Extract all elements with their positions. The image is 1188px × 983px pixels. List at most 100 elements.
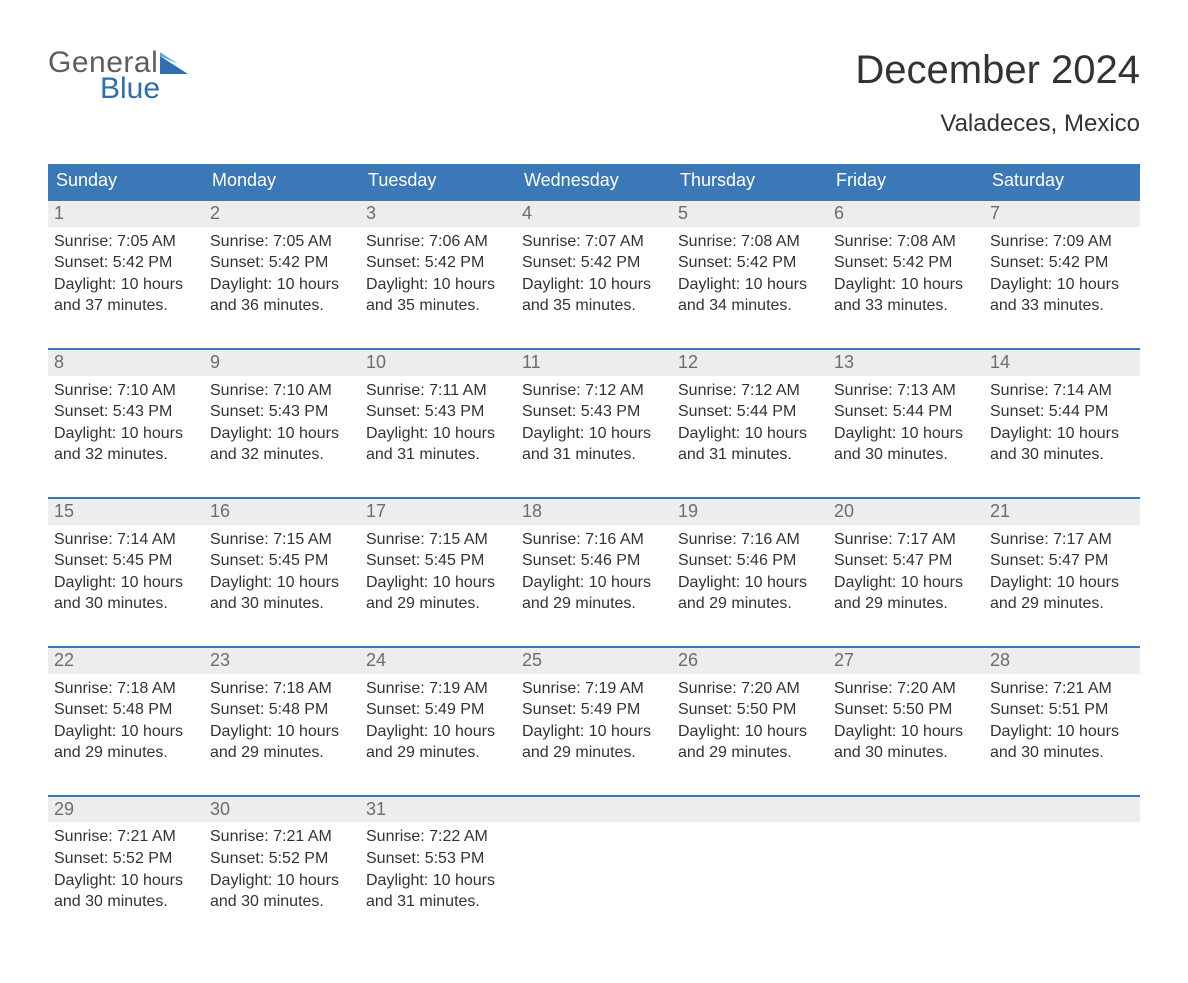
day-content-cell: Sunrise: 7:14 AMSunset: 5:45 PMDaylight:…: [48, 525, 204, 625]
sunrise-text: Sunrise: 7:10 AM: [54, 380, 198, 402]
day-number-cell: 9: [204, 349, 360, 376]
daylight-text: Daylight: 10 hours and 35 minutes.: [522, 274, 666, 317]
weekday-header: Sunday: [48, 164, 204, 200]
day-number-cell: 1: [48, 200, 204, 227]
daylight-text: Daylight: 10 hours and 29 minutes.: [366, 721, 510, 764]
sunrise-text: Sunrise: 7:15 AM: [210, 529, 354, 551]
calendar-table: SundayMondayTuesdayWednesdayThursdayFrid…: [48, 164, 1140, 923]
day-number-cell: 14: [984, 349, 1140, 376]
sunset-text: Sunset: 5:45 PM: [366, 550, 510, 572]
weekday-header: Wednesday: [516, 164, 672, 200]
day-content-cell: Sunrise: 7:12 AMSunset: 5:44 PMDaylight:…: [672, 376, 828, 476]
day-content-cell: Sunrise: 7:17 AMSunset: 5:47 PMDaylight:…: [828, 525, 984, 625]
day-content-cell: Sunrise: 7:12 AMSunset: 5:43 PMDaylight:…: [516, 376, 672, 476]
day-number-cell: 2: [204, 200, 360, 227]
sunrise-text: Sunrise: 7:14 AM: [54, 529, 198, 551]
month-title: December 2024: [855, 48, 1140, 92]
day-content-cell: Sunrise: 7:05 AMSunset: 5:42 PMDaylight:…: [48, 227, 204, 327]
day-number-cell: 25: [516, 647, 672, 674]
day-number-row: 1234567: [48, 200, 1140, 227]
sunrise-text: Sunrise: 7:18 AM: [54, 678, 198, 700]
daylight-text: Daylight: 10 hours and 30 minutes.: [210, 870, 354, 913]
sunset-text: Sunset: 5:42 PM: [366, 252, 510, 274]
daylight-text: Daylight: 10 hours and 30 minutes.: [54, 572, 198, 615]
sunrise-text: Sunrise: 7:21 AM: [210, 826, 354, 848]
daylight-text: Daylight: 10 hours and 29 minutes.: [366, 572, 510, 615]
sunrise-text: Sunrise: 7:09 AM: [990, 231, 1134, 253]
empty-cell: [672, 822, 828, 922]
day-number-cell: 5: [672, 200, 828, 227]
day-number-cell: 6: [828, 200, 984, 227]
sunset-text: Sunset: 5:42 PM: [834, 252, 978, 274]
sunrise-text: Sunrise: 7:17 AM: [834, 529, 978, 551]
header-block: General Blue December 2024 Valadeces, Me…: [48, 48, 1140, 138]
sunset-text: Sunset: 5:51 PM: [990, 699, 1134, 721]
day-content-cell: Sunrise: 7:11 AMSunset: 5:43 PMDaylight:…: [360, 376, 516, 476]
sunset-text: Sunset: 5:43 PM: [54, 401, 198, 423]
day-content-cell: Sunrise: 7:08 AMSunset: 5:42 PMDaylight:…: [672, 227, 828, 327]
sunset-text: Sunset: 5:43 PM: [366, 401, 510, 423]
day-number-cell: 12: [672, 349, 828, 376]
sunrise-text: Sunrise: 7:07 AM: [522, 231, 666, 253]
week-separator: [48, 625, 1140, 647]
sunset-text: Sunset: 5:46 PM: [522, 550, 666, 572]
day-number-cell: 31: [360, 796, 516, 823]
day-number-cell: 18: [516, 498, 672, 525]
sunset-text: Sunset: 5:47 PM: [834, 550, 978, 572]
title-block: December 2024 Valadeces, Mexico: [855, 48, 1140, 138]
daylight-text: Daylight: 10 hours and 30 minutes.: [834, 423, 978, 466]
sunrise-text: Sunrise: 7:14 AM: [990, 380, 1134, 402]
sunrise-text: Sunrise: 7:21 AM: [54, 826, 198, 848]
daylight-text: Daylight: 10 hours and 29 minutes.: [522, 572, 666, 615]
day-content-cell: Sunrise: 7:10 AMSunset: 5:43 PMDaylight:…: [48, 376, 204, 476]
day-number-cell: 27: [828, 647, 984, 674]
sunset-text: Sunset: 5:43 PM: [210, 401, 354, 423]
day-number-cell: 19: [672, 498, 828, 525]
daylight-text: Daylight: 10 hours and 31 minutes.: [366, 423, 510, 466]
day-content-row: Sunrise: 7:05 AMSunset: 5:42 PMDaylight:…: [48, 227, 1140, 327]
daylight-text: Daylight: 10 hours and 30 minutes.: [54, 870, 198, 913]
sunset-text: Sunset: 5:44 PM: [678, 401, 822, 423]
day-content-row: Sunrise: 7:10 AMSunset: 5:43 PMDaylight:…: [48, 376, 1140, 476]
sunrise-text: Sunrise: 7:20 AM: [678, 678, 822, 700]
sunrise-text: Sunrise: 7:05 AM: [54, 231, 198, 253]
logo-text-blue: Blue: [100, 74, 188, 104]
daylight-text: Daylight: 10 hours and 31 minutes.: [678, 423, 822, 466]
logo: General Blue: [48, 48, 188, 104]
daylight-text: Daylight: 10 hours and 32 minutes.: [54, 423, 198, 466]
week-separator: [48, 774, 1140, 796]
empty-cell: [984, 822, 1140, 922]
sunset-text: Sunset: 5:42 PM: [990, 252, 1134, 274]
empty-cell: [516, 796, 672, 823]
day-number-cell: 22: [48, 647, 204, 674]
day-content-cell: Sunrise: 7:08 AMSunset: 5:42 PMDaylight:…: [828, 227, 984, 327]
day-number-row: 891011121314: [48, 349, 1140, 376]
sunset-text: Sunset: 5:50 PM: [834, 699, 978, 721]
day-number-cell: 16: [204, 498, 360, 525]
weekday-header: Friday: [828, 164, 984, 200]
day-content-row: Sunrise: 7:21 AMSunset: 5:52 PMDaylight:…: [48, 822, 1140, 922]
daylight-text: Daylight: 10 hours and 36 minutes.: [210, 274, 354, 317]
day-content-cell: Sunrise: 7:06 AMSunset: 5:42 PMDaylight:…: [360, 227, 516, 327]
day-number-cell: 24: [360, 647, 516, 674]
sunset-text: Sunset: 5:42 PM: [678, 252, 822, 274]
daylight-text: Daylight: 10 hours and 34 minutes.: [678, 274, 822, 317]
empty-cell: [516, 822, 672, 922]
sunrise-text: Sunrise: 7:19 AM: [366, 678, 510, 700]
daylight-text: Daylight: 10 hours and 32 minutes.: [210, 423, 354, 466]
day-number-cell: 4: [516, 200, 672, 227]
daylight-text: Daylight: 10 hours and 29 minutes.: [210, 721, 354, 764]
sunrise-text: Sunrise: 7:13 AM: [834, 380, 978, 402]
sunset-text: Sunset: 5:49 PM: [522, 699, 666, 721]
empty-cell: [828, 822, 984, 922]
day-number-cell: 29: [48, 796, 204, 823]
sunrise-text: Sunrise: 7:12 AM: [678, 380, 822, 402]
day-content-cell: Sunrise: 7:15 AMSunset: 5:45 PMDaylight:…: [360, 525, 516, 625]
weekday-header: Thursday: [672, 164, 828, 200]
sunset-text: Sunset: 5:44 PM: [990, 401, 1134, 423]
day-content-cell: Sunrise: 7:10 AMSunset: 5:43 PMDaylight:…: [204, 376, 360, 476]
daylight-text: Daylight: 10 hours and 31 minutes.: [522, 423, 666, 466]
day-content-cell: Sunrise: 7:13 AMSunset: 5:44 PMDaylight:…: [828, 376, 984, 476]
day-content-cell: Sunrise: 7:15 AMSunset: 5:45 PMDaylight:…: [204, 525, 360, 625]
day-content-cell: Sunrise: 7:16 AMSunset: 5:46 PMDaylight:…: [672, 525, 828, 625]
